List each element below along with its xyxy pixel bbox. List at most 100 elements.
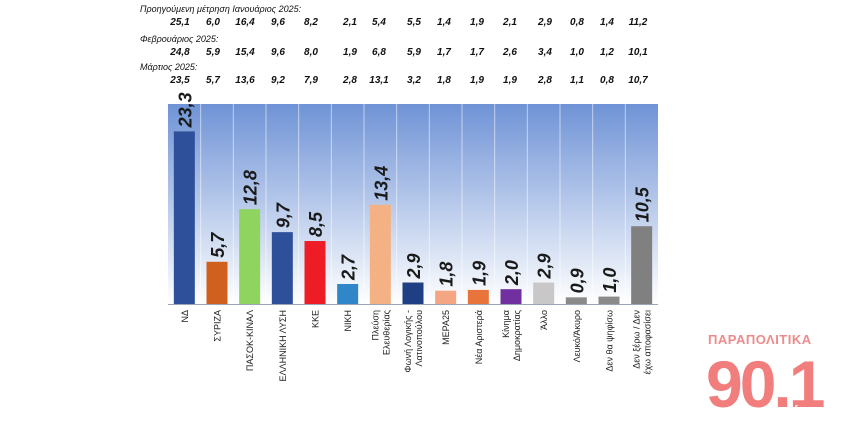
previous-value: 2,6 (503, 47, 517, 58)
previous-value: 1,7 (437, 47, 451, 58)
data-label: 5,7 (208, 232, 228, 258)
bar (206, 261, 228, 304)
category-label: Δεν θα ψηφίσω (605, 310, 615, 372)
previous-value: 5,5 (407, 17, 421, 28)
previous-value: 1,4 (437, 17, 451, 28)
previous-value: 1,4 (600, 17, 614, 28)
previous-value: 1,9 (343, 47, 357, 58)
data-label: 1,9 (469, 261, 489, 286)
previous-value: 24,8 (170, 47, 190, 58)
previous-value: 23,5 (170, 75, 190, 86)
data-label: 2,9 (404, 253, 424, 279)
data-label: 23,3 (175, 92, 195, 128)
previous-value: 1,9 (470, 75, 484, 86)
previous-value: 1,9 (503, 75, 517, 86)
previous-value: 1,0 (570, 47, 584, 58)
previous-value: 8,2 (304, 17, 318, 28)
bar (500, 289, 522, 304)
previous-value: 2,1 (343, 17, 357, 28)
bar (239, 209, 261, 304)
previous-value: 5,9 (206, 47, 220, 58)
previous-value: 0,8 (600, 75, 614, 86)
category-label: ΕΛΛΗΝΙΚΗ ΛΥΣΗ (278, 310, 288, 381)
previous-value: 2,8 (538, 75, 552, 86)
bar (369, 204, 391, 304)
previous-value: 3,4 (538, 47, 552, 58)
previous-value: 0,8 (570, 17, 584, 28)
previous-value: 3,2 (407, 75, 421, 86)
previous-value: 1,9 (470, 17, 484, 28)
data-label: 2,7 (339, 254, 359, 281)
data-label: 2,0 (502, 260, 522, 286)
bar (402, 282, 424, 304)
logo-number: 90.1 (706, 347, 825, 421)
bar (598, 296, 620, 304)
category-label: ΚΚΕ (311, 310, 321, 328)
previous-value: 2,1 (503, 17, 517, 28)
previous-value: 10,7 (628, 75, 648, 86)
previous-value: 11,2 (628, 17, 648, 28)
previous-row-label: Μάρτιος 2025: (140, 62, 198, 72)
previous-value: 2,8 (343, 75, 357, 86)
data-label: 10,5 (633, 186, 653, 222)
previous-value: 5,4 (372, 17, 386, 28)
previous-value: 15,4 (235, 47, 255, 58)
previous-value: 2,9 (538, 17, 552, 28)
previous-value: 13,1 (369, 75, 389, 86)
previous-value: 5,9 (407, 47, 421, 58)
category-label: Φωνή Λογικής - (403, 310, 413, 373)
category-label: ΝΙΚΗ (343, 310, 353, 332)
category-label: ΝΔ (180, 310, 190, 323)
category-label: Κίνημα (501, 310, 511, 338)
station-logo: ΠΑΡΑΠΟΛΙΤΙΚΑ 90.1 fm (704, 328, 828, 426)
previous-value: 7,9 (304, 75, 318, 86)
previous-value: 1,8 (437, 75, 451, 86)
data-label: 0,9 (567, 268, 587, 293)
previous-value: 9,2 (271, 75, 285, 86)
previous-row-label: Προηγούμενη μέτρηση Ιανουάριος 2025: (140, 4, 302, 14)
previous-value: 1,7 (470, 47, 484, 58)
category-label: ΣΥΡΙΖΑ (213, 310, 223, 342)
category-label: Άλλο (539, 310, 549, 330)
logo-fm: fm (794, 404, 808, 416)
previous-value: 9,6 (271, 17, 285, 28)
previous-value: 13,6 (235, 75, 255, 86)
category-label: ΠΑΣΟΚ-ΚΙΝΑΛ (245, 310, 255, 371)
previous-row-label: Φεβρουάριος 2025: (140, 34, 219, 44)
bar (337, 284, 359, 304)
bar (565, 297, 587, 304)
category-label: Δημοκρατίας (512, 309, 522, 361)
category-label: ΜΕΡΑ25 (441, 310, 451, 345)
category-label: Δεν ξέρω / Δεν (632, 310, 642, 369)
data-label: 13,4 (371, 166, 391, 201)
data-label: 9,7 (273, 202, 293, 228)
previous-value: 25,1 (170, 17, 190, 28)
bar (631, 226, 653, 304)
previous-value: 6,8 (372, 47, 386, 58)
data-label: 8,5 (306, 211, 326, 237)
logo-title: ΠΑΡΑΠΟΛΙΤΙΚΑ (708, 332, 812, 347)
bar (304, 241, 326, 304)
data-label: 2,9 (535, 253, 555, 279)
previous-value: 6,0 (206, 17, 220, 28)
category-label: Λατινοπούλου (414, 310, 424, 367)
category-label: Νέα Αριστερά (474, 310, 484, 364)
previous-value: 16,4 (235, 17, 255, 28)
previous-value: 10,1 (628, 47, 648, 58)
category-label: Ελευθερίας (381, 309, 391, 355)
category-label: έχω αποφασίσει (643, 310, 653, 374)
bar (435, 290, 457, 304)
previous-measurements: Προηγούμενη μέτρηση Ιανουάριος 2025: 25,1… (0, 0, 860, 100)
bar (271, 232, 293, 304)
bar (467, 289, 489, 304)
category-label: Λευκό/Άκυρο (572, 310, 582, 362)
category-label: Πλεύση (370, 310, 380, 341)
previous-value: 1,1 (570, 75, 584, 86)
data-label: 1,0 (600, 268, 620, 293)
data-label: 12,8 (241, 170, 261, 205)
bar (533, 282, 555, 304)
previous-value: 5,7 (206, 75, 220, 86)
bar (173, 131, 195, 304)
previous-value: 1,2 (600, 47, 614, 58)
